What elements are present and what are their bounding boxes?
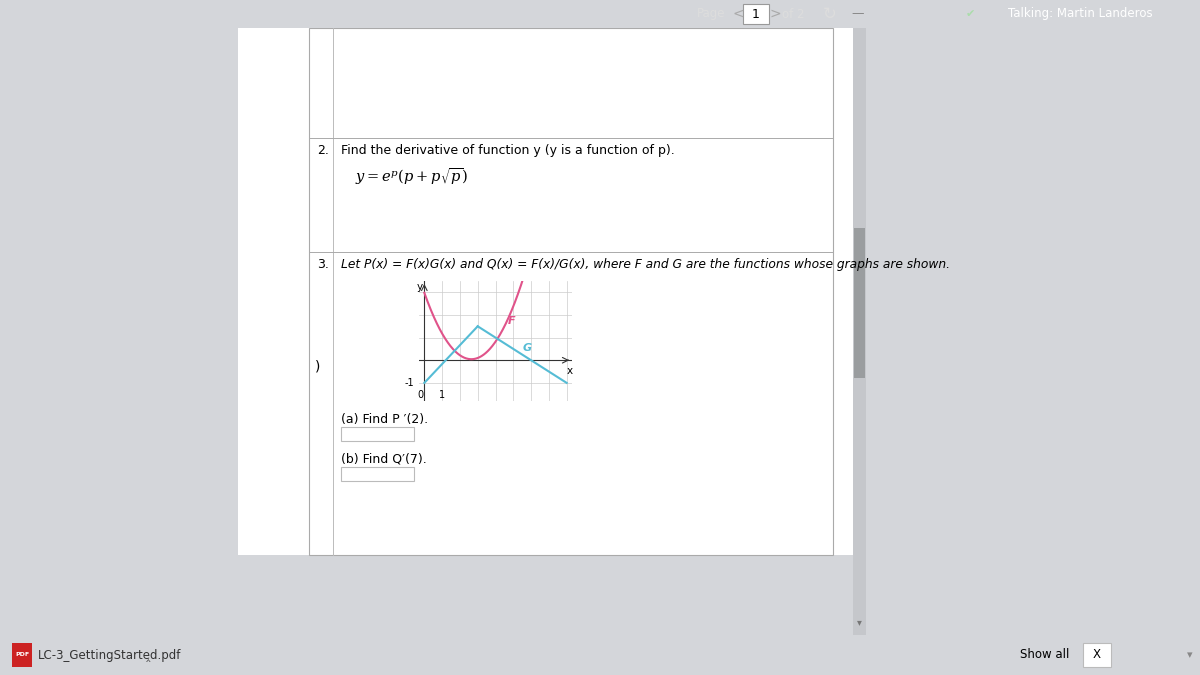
Bar	[0, 28, 238, 635]
FancyBboxPatch shape	[341, 427, 414, 441]
Text: Let P(x) = F(x)G(x) and Q(x) = F(x)/G(x), where F and G are the functions whose : Let P(x) = F(x)G(x) and Q(x) = F(x)/G(x)…	[341, 258, 950, 271]
Text: (a) Find P ′(2).: (a) Find P ′(2).	[341, 413, 428, 426]
Text: (b) Find Q′(7).: (b) Find Q′(7).	[341, 453, 427, 466]
FancyBboxPatch shape	[341, 467, 414, 481]
Text: x: x	[568, 366, 574, 376]
FancyBboxPatch shape	[1084, 643, 1111, 667]
Text: -1: -1	[404, 378, 414, 388]
Text: Find the derivative of function y (y is a function of p).: Find the derivative of function y (y is …	[341, 144, 674, 157]
Text: —: —	[852, 7, 864, 20]
Text: ✔: ✔	[965, 9, 974, 19]
Text: ‸: ‸	[145, 648, 150, 662]
Text: X: X	[1093, 649, 1102, 662]
Text: 3.: 3.	[317, 258, 329, 271]
Text: $y = e^{p}(p + p\sqrt{p})$: $y = e^{p}(p + p\sqrt{p})$	[355, 166, 468, 187]
Text: 2.: 2.	[317, 144, 329, 157]
Text: ▾: ▾	[1187, 650, 1193, 660]
Bar	[853, 28, 866, 635]
Text: ↻: ↻	[823, 5, 836, 23]
Text: LC-3_GettingStarted.pdf: LC-3_GettingStarted.pdf	[38, 649, 181, 662]
Text: Page: Page	[696, 7, 725, 20]
Bar	[12, 643, 32, 667]
Text: 1: 1	[439, 390, 445, 400]
Text: ): )	[316, 359, 320, 373]
Bar	[238, 28, 853, 555]
Text: of 2: of 2	[782, 7, 804, 20]
Text: >: >	[769, 7, 781, 21]
Bar	[853, 28, 1200, 635]
Text: 1: 1	[752, 7, 760, 20]
Bar	[310, 28, 833, 555]
Text: y: y	[416, 282, 422, 292]
Text: G: G	[522, 343, 532, 353]
Text: Show all: Show all	[1020, 649, 1069, 662]
Text: ▾: ▾	[857, 617, 862, 627]
Text: <: <	[732, 7, 744, 21]
Text: Talking: Martin Landeros: Talking: Martin Landeros	[1008, 7, 1152, 20]
Text: 0: 0	[418, 390, 424, 400]
Bar	[854, 228, 865, 378]
Text: F: F	[508, 316, 516, 326]
Text: PDF: PDF	[14, 653, 29, 657]
FancyBboxPatch shape	[743, 4, 769, 24]
